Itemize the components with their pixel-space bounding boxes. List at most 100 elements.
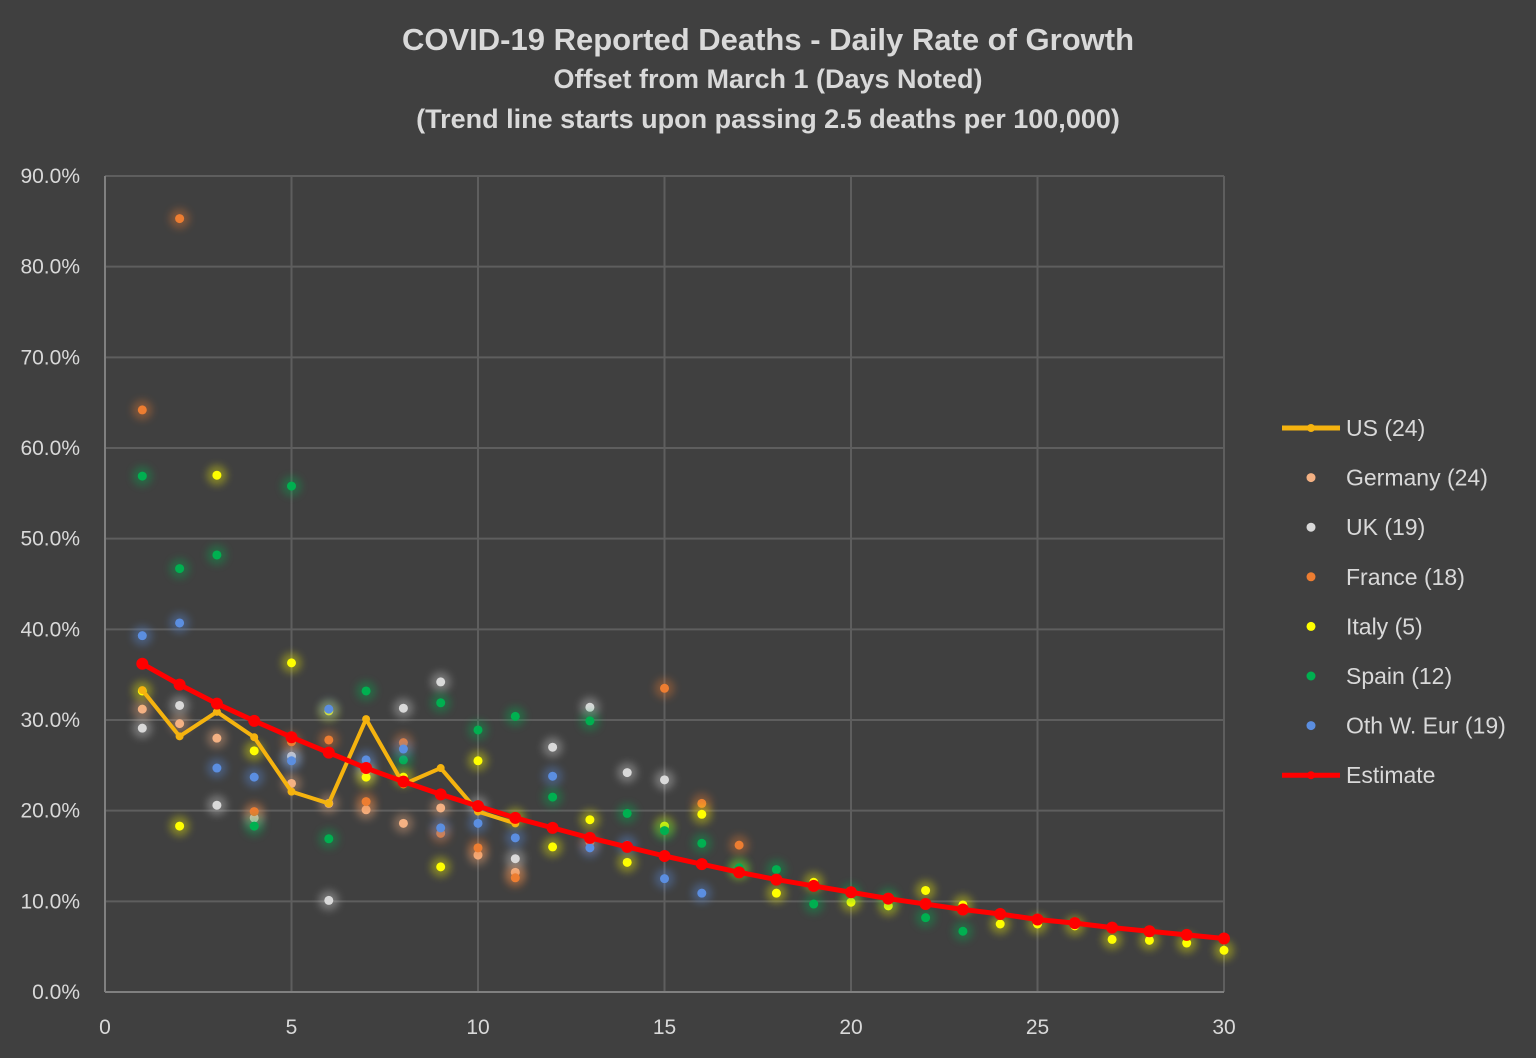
data-point [734, 840, 744, 850]
data-point [324, 799, 333, 808]
data-point [137, 405, 147, 415]
data-point [249, 746, 259, 756]
data-point [324, 735, 334, 745]
data-point [362, 715, 371, 724]
data-point [809, 899, 819, 909]
data-point [622, 857, 632, 867]
data-point [658, 850, 671, 862]
data-point [1218, 932, 1230, 945]
data-point [1068, 917, 1081, 930]
data-point [250, 733, 259, 742]
chart-subtitle-2: (Trend line starts upon passing 2.5 deat… [416, 104, 1120, 134]
data-point [248, 714, 261, 727]
data-point [324, 704, 334, 714]
legend-marker [1306, 621, 1316, 631]
data-point [548, 842, 558, 852]
data-point [473, 843, 483, 853]
data-point [845, 886, 857, 899]
data-point [771, 888, 781, 898]
data-point [995, 919, 1005, 929]
data-point [212, 470, 222, 480]
data-point [136, 657, 149, 670]
data-point [1180, 928, 1193, 941]
data-point [436, 862, 446, 872]
series-estimate [136, 657, 1230, 945]
data-point [921, 913, 931, 923]
data-point [473, 818, 483, 828]
data-point [585, 815, 595, 825]
x-tick-label: 20 [839, 1016, 862, 1039]
data-point [771, 865, 781, 875]
y-tick-label: 30.0% [20, 709, 80, 732]
data-point [585, 843, 595, 853]
data-point [287, 756, 296, 766]
data-point [697, 888, 707, 898]
data-point [324, 895, 334, 905]
data-point [956, 903, 969, 916]
data-point [398, 703, 408, 713]
data-point [510, 833, 520, 843]
data-point [434, 788, 447, 801]
data-point [1182, 938, 1192, 948]
data-point [583, 831, 596, 844]
series-oth-w-eur- [132, 612, 712, 904]
data-point [660, 874, 669, 884]
data-point [175, 618, 185, 628]
data-point [807, 879, 820, 892]
data-point [1106, 921, 1119, 934]
data-point [137, 631, 147, 641]
data-point [287, 481, 296, 491]
series-spain- [132, 466, 973, 942]
data-point [1031, 913, 1044, 926]
legend-label: France (18) [1346, 564, 1465, 590]
data-point [473, 756, 483, 766]
data-point [175, 821, 185, 831]
data-point [546, 821, 559, 834]
data-point [212, 733, 222, 743]
y-tick-label: 10.0% [20, 890, 80, 913]
data-point [473, 725, 483, 735]
data-point [212, 763, 222, 773]
data-point [398, 818, 408, 828]
data-point [210, 697, 223, 710]
legend-marker [1306, 721, 1316, 731]
data-point [1219, 945, 1229, 955]
legend-label: Estimate [1346, 762, 1435, 788]
y-tick-label: 50.0% [20, 528, 80, 551]
legend-label: Germany (24) [1346, 465, 1488, 491]
data-point [398, 744, 408, 754]
data-point [994, 908, 1007, 921]
legend-marker [1307, 424, 1315, 432]
data-point [622, 808, 632, 818]
data-point [697, 809, 707, 819]
data-point [175, 564, 185, 574]
data-point [660, 775, 669, 785]
legend-marker [1306, 473, 1316, 483]
legend-marker [1306, 522, 1316, 532]
data-point [175, 700, 185, 710]
y-tick-label: 0.0% [32, 981, 80, 1004]
data-point [212, 550, 222, 560]
y-tick-label: 90.0% [20, 165, 80, 188]
data-point [621, 840, 634, 853]
y-tick-label: 40.0% [20, 618, 80, 641]
data-point [958, 926, 968, 936]
legend-label: Spain (12) [1346, 663, 1452, 689]
data-point [249, 807, 259, 817]
data-point [397, 775, 410, 788]
data-point [697, 838, 707, 848]
chart-title: COVID-19 Reported Deaths - Daily Rate of… [401, 22, 1135, 57]
data-point [695, 858, 708, 871]
data-point [472, 800, 484, 813]
data-point [660, 683, 669, 693]
series-line [141, 661, 1225, 941]
data-point [173, 678, 186, 691]
data-point [361, 797, 371, 807]
data-point [361, 686, 371, 696]
data-point [138, 686, 147, 695]
data-point [548, 742, 558, 752]
legend-marker [1306, 572, 1316, 582]
data-point [287, 787, 296, 796]
data-point [137, 723, 147, 733]
